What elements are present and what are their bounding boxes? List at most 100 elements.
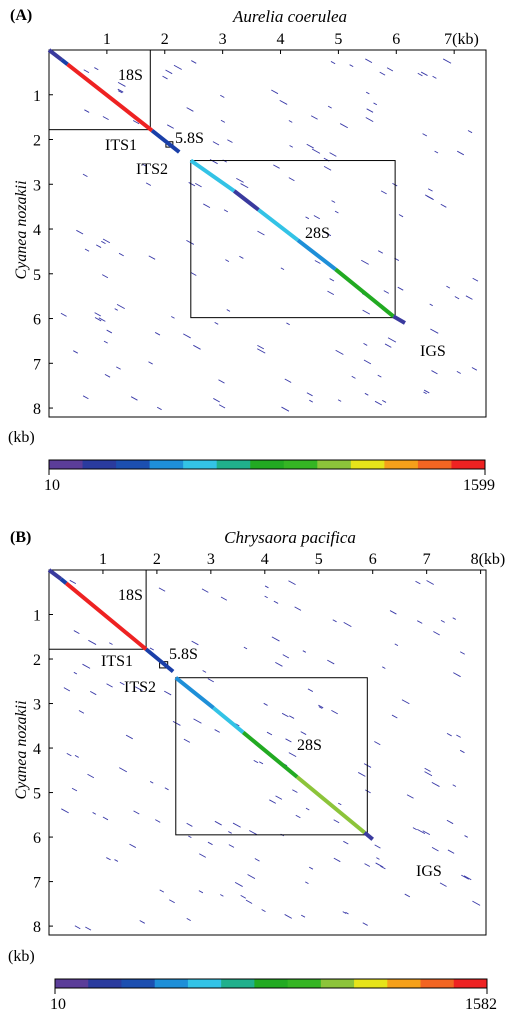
y-tick-label: 8 [33, 919, 41, 936]
colorbar-min-label: 10 [50, 996, 66, 1013]
noise-dash [145, 182, 152, 186]
diagonal-segment [144, 647, 175, 674]
noise-dash [84, 248, 90, 252]
noise-dash [101, 240, 106, 245]
noise-dash [191, 640, 199, 646]
x-unit-label: (kb) [479, 551, 506, 568]
diagonal-segment [295, 775, 366, 835]
colorbar-swatch [250, 460, 285, 469]
y-axis-label: Cyanea nozakii [13, 700, 30, 799]
diagonal-segment [150, 128, 181, 154]
noise-dash [431, 781, 440, 787]
noise-dash [271, 636, 280, 642]
diagonal-segment [392, 314, 406, 325]
noise-dash [116, 304, 125, 310]
noise-dash [61, 808, 69, 814]
noise-dash [295, 814, 301, 819]
y-tick-label: 2 [33, 652, 41, 669]
noise-dash [447, 849, 455, 854]
noise-dash [253, 760, 259, 764]
diagonal-segment [60, 58, 69, 66]
noise-dash [155, 819, 161, 823]
alignment-diagonal [47, 48, 406, 325]
noise-dash [310, 115, 318, 120]
y-tick-label: 5 [33, 786, 41, 803]
noise-dash [383, 290, 390, 294]
noise-dash [223, 209, 229, 213]
noise-dash [220, 119, 226, 123]
noise-dash [362, 922, 368, 926]
noise-dash [431, 847, 439, 852]
noise-dash [191, 60, 197, 64]
noise-dash [309, 399, 314, 403]
noise-dash [118, 90, 123, 94]
annotation-its1: ITS1 [105, 137, 137, 154]
noise-dash [349, 64, 354, 68]
colorbar-frame [54, 978, 488, 989]
y-tick-label: 1 [33, 88, 41, 105]
noise-dash [422, 830, 431, 836]
noise-dash [382, 399, 387, 403]
noise-dash [106, 683, 113, 688]
noise-dash [84, 109, 90, 113]
y-tick-label: 4 [33, 741, 41, 758]
annotation-igs: IGS [420, 343, 446, 360]
noise-dash [257, 230, 265, 236]
noise-dash [382, 666, 386, 669]
noise-dash [203, 203, 211, 209]
noise-dash [285, 738, 292, 743]
noise-dash [273, 600, 279, 604]
noise-dash [207, 678, 214, 683]
noise-dash [331, 710, 338, 715]
noise-dash [142, 163, 146, 167]
colorbar-swatch [216, 460, 251, 469]
noise-dash [464, 835, 468, 838]
noise-dash [119, 767, 128, 773]
noise-dash [193, 718, 202, 724]
noise-dash [434, 150, 439, 154]
colorbar-swatch [283, 460, 318, 469]
diagonal-segment [47, 48, 63, 62]
x-tick-label: 5 [315, 551, 323, 568]
y-tick-label: 3 [33, 697, 41, 714]
noise-dash [101, 274, 109, 279]
noise-dash [459, 749, 465, 754]
noise-dash [339, 123, 348, 129]
noise-dash [245, 899, 253, 904]
noise-dash [239, 255, 244, 259]
noise-dash [467, 130, 473, 134]
noise-dash [199, 853, 207, 858]
noise-dash [329, 152, 337, 157]
noise-dash [362, 309, 371, 315]
noise-dash [397, 286, 404, 291]
diagonal-segment [257, 208, 300, 242]
noise-dash [472, 900, 481, 906]
noise-dash [92, 812, 97, 815]
alignment-diagonal [47, 568, 374, 841]
noise-dash [426, 580, 434, 585]
noise-dash [130, 396, 138, 401]
colorbar-swatch [154, 979, 189, 988]
noise-dash [302, 650, 307, 653]
noise-dash [305, 881, 309, 885]
noise-dash [213, 398, 220, 403]
noise-dash [173, 64, 182, 70]
noise-dash [257, 348, 266, 354]
x-tick-label: 2 [153, 551, 161, 568]
chart-title: Chrysaora pacifica [224, 528, 356, 547]
y-tick-label: 8 [33, 401, 41, 418]
y-tick-label: 6 [33, 312, 41, 329]
noise-dash [472, 277, 479, 282]
y-unit-label: (kb) [8, 948, 35, 965]
noise-dash [423, 391, 427, 395]
colorbar-swatch [317, 460, 352, 469]
noise-dash [66, 752, 72, 757]
x-tick-label: 3 [219, 31, 227, 48]
noise-dash [193, 344, 201, 350]
region-label-28s: 28S [305, 225, 330, 242]
noise-dash [63, 687, 71, 692]
noise-dash [275, 661, 283, 667]
noise-dash [433, 631, 440, 636]
y-unit-label: (kb) [8, 429, 35, 446]
